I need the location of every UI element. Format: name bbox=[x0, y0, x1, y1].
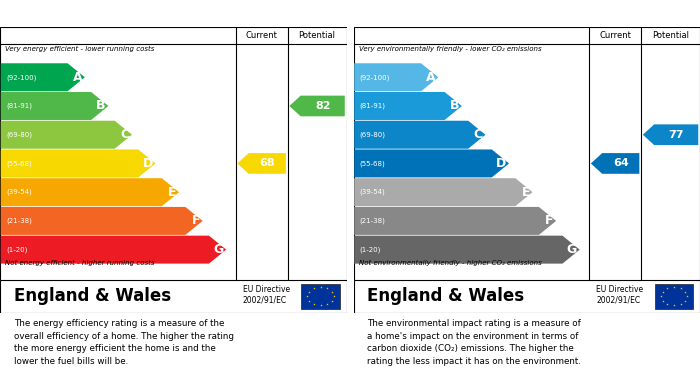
Text: 64: 64 bbox=[613, 158, 629, 169]
Text: G: G bbox=[567, 243, 577, 256]
Polygon shape bbox=[354, 149, 509, 178]
Polygon shape bbox=[591, 153, 639, 174]
Text: A: A bbox=[426, 71, 435, 84]
Text: 68: 68 bbox=[260, 158, 275, 169]
Bar bbox=[655, 283, 693, 309]
Bar bbox=[302, 283, 340, 309]
Text: Very environmentally friendly - lower CO₂ emissions: Very environmentally friendly - lower CO… bbox=[358, 46, 541, 52]
Text: (21-38): (21-38) bbox=[360, 218, 386, 224]
Text: F: F bbox=[192, 214, 200, 228]
Text: Potential: Potential bbox=[652, 31, 689, 40]
Text: Potential: Potential bbox=[298, 31, 335, 40]
Polygon shape bbox=[1, 63, 85, 91]
Text: C: C bbox=[120, 128, 130, 141]
Text: (81-91): (81-91) bbox=[6, 103, 32, 109]
Text: Not environmentally friendly - higher CO₂ emissions: Not environmentally friendly - higher CO… bbox=[358, 260, 541, 265]
Text: (92-100): (92-100) bbox=[6, 74, 36, 81]
Text: Not energy efficient - higher running costs: Not energy efficient - higher running co… bbox=[5, 260, 155, 265]
Polygon shape bbox=[1, 121, 132, 149]
Text: A: A bbox=[73, 71, 82, 84]
Text: England & Wales: England & Wales bbox=[14, 287, 171, 305]
Text: E: E bbox=[168, 186, 176, 199]
Polygon shape bbox=[354, 236, 580, 264]
Text: (92-100): (92-100) bbox=[360, 74, 390, 81]
Polygon shape bbox=[1, 207, 202, 235]
Polygon shape bbox=[1, 178, 179, 206]
Polygon shape bbox=[289, 96, 345, 117]
Text: (69-80): (69-80) bbox=[6, 131, 32, 138]
Text: D: D bbox=[496, 157, 506, 170]
Text: B: B bbox=[450, 99, 459, 113]
Text: (1-20): (1-20) bbox=[6, 246, 27, 253]
Text: EU Directive
2002/91/EC: EU Directive 2002/91/EC bbox=[596, 285, 643, 304]
Text: The environmental impact rating is a measure of
a home's impact on the environme: The environmental impact rating is a mea… bbox=[368, 319, 581, 366]
Text: (55-68): (55-68) bbox=[360, 160, 386, 167]
Text: C: C bbox=[474, 128, 483, 141]
Polygon shape bbox=[354, 207, 556, 235]
Text: (55-68): (55-68) bbox=[6, 160, 32, 167]
Polygon shape bbox=[354, 178, 533, 206]
Text: G: G bbox=[214, 243, 223, 256]
Text: (81-91): (81-91) bbox=[360, 103, 386, 109]
Text: Very energy efficient - lower running costs: Very energy efficient - lower running co… bbox=[5, 46, 155, 52]
Text: (69-80): (69-80) bbox=[360, 131, 386, 138]
Text: (1-20): (1-20) bbox=[360, 246, 381, 253]
Polygon shape bbox=[354, 121, 485, 149]
Text: (21-38): (21-38) bbox=[6, 218, 32, 224]
Text: England & Wales: England & Wales bbox=[368, 287, 524, 305]
Text: Current: Current bbox=[246, 31, 277, 40]
Polygon shape bbox=[354, 63, 438, 91]
Text: 82: 82 bbox=[315, 101, 330, 111]
Text: (39-54): (39-54) bbox=[6, 189, 32, 196]
Text: (39-54): (39-54) bbox=[360, 189, 386, 196]
Text: E: E bbox=[522, 186, 530, 199]
Polygon shape bbox=[354, 92, 462, 120]
Text: D: D bbox=[143, 157, 153, 170]
Text: 77: 77 bbox=[668, 130, 684, 140]
Text: F: F bbox=[545, 214, 554, 228]
Text: The energy efficiency rating is a measure of the
overall efficiency of a home. T: The energy efficiency rating is a measur… bbox=[14, 319, 234, 366]
Text: Energy Efficiency Rating: Energy Efficiency Rating bbox=[10, 7, 173, 20]
Text: B: B bbox=[97, 99, 106, 113]
Text: EU Directive
2002/91/EC: EU Directive 2002/91/EC bbox=[242, 285, 290, 304]
Polygon shape bbox=[1, 92, 108, 120]
Polygon shape bbox=[237, 153, 286, 174]
Text: Current: Current bbox=[599, 31, 631, 40]
Polygon shape bbox=[1, 149, 155, 178]
Polygon shape bbox=[643, 124, 699, 145]
Text: Environmental Impact (CO₂) Rating: Environmental Impact (CO₂) Rating bbox=[364, 7, 596, 20]
Polygon shape bbox=[1, 236, 226, 264]
